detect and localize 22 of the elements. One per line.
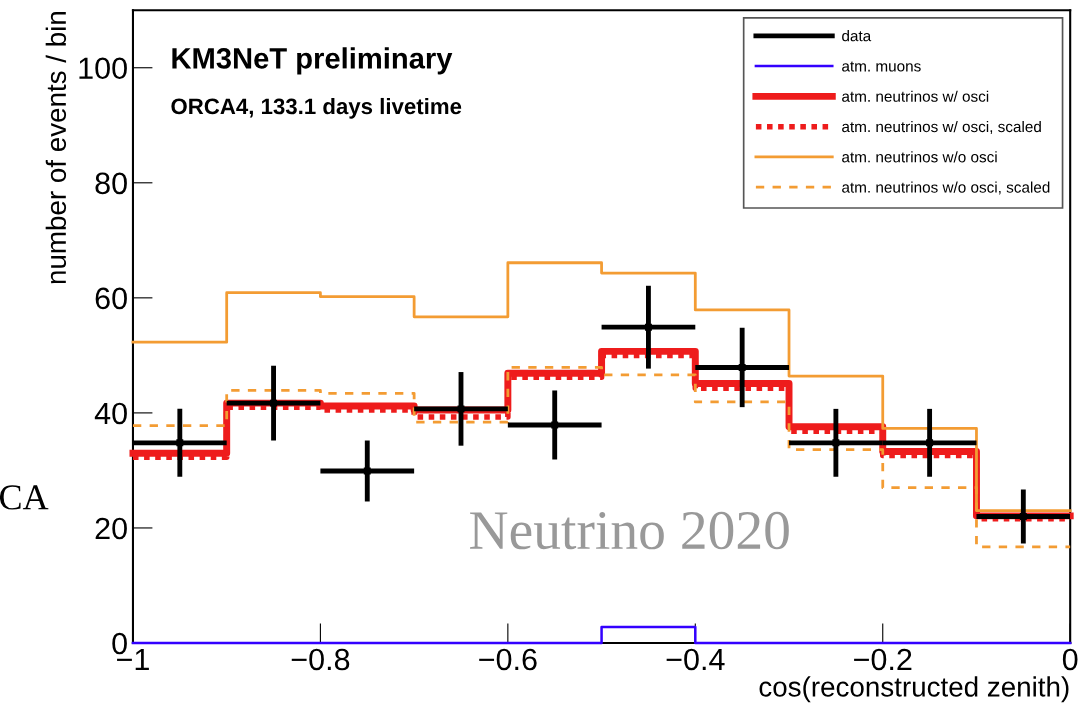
legend-label: atm. neutrinos w/ osci [842, 90, 989, 102]
text: CA [0, 485, 49, 510]
legend-label: atm. muons [842, 61, 921, 72]
y-tick-label: 20 [95, 517, 127, 540]
y-tick-label: 80 [95, 172, 127, 195]
y-axis-title: number of events / bin [45, 12, 67, 284]
x-tick-label: −0.6 [479, 648, 537, 671]
legend-label: atm. neutrinos w/o osci, scaled [842, 181, 1050, 195]
annotation: ORCA4, 133.1 days livetime [171, 97, 462, 119]
legend-label: atm. neutrinos w/ osci, scaled [842, 120, 1041, 134]
x-tick-label: −0.8 [291, 648, 350, 671]
y-tick-label: 100 [79, 57, 127, 80]
x-tick-label: −0.4 [666, 648, 725, 671]
x-tick-label: 0 [1062, 648, 1078, 671]
annotation: Neutrino 2020 [470, 511, 789, 550]
legend-label: data [842, 30, 872, 42]
y-tick-label: 40 [94, 402, 127, 425]
legend-label: atm. neutrinos w/o osci [842, 151, 997, 163]
y-tick-label: 60 [95, 287, 127, 310]
annotation: KM3NeT preliminary [172, 47, 453, 75]
x-tick-label: −0.2 [854, 648, 912, 671]
x-axis-title: cos(reconstructed zenith) [759, 676, 1069, 703]
